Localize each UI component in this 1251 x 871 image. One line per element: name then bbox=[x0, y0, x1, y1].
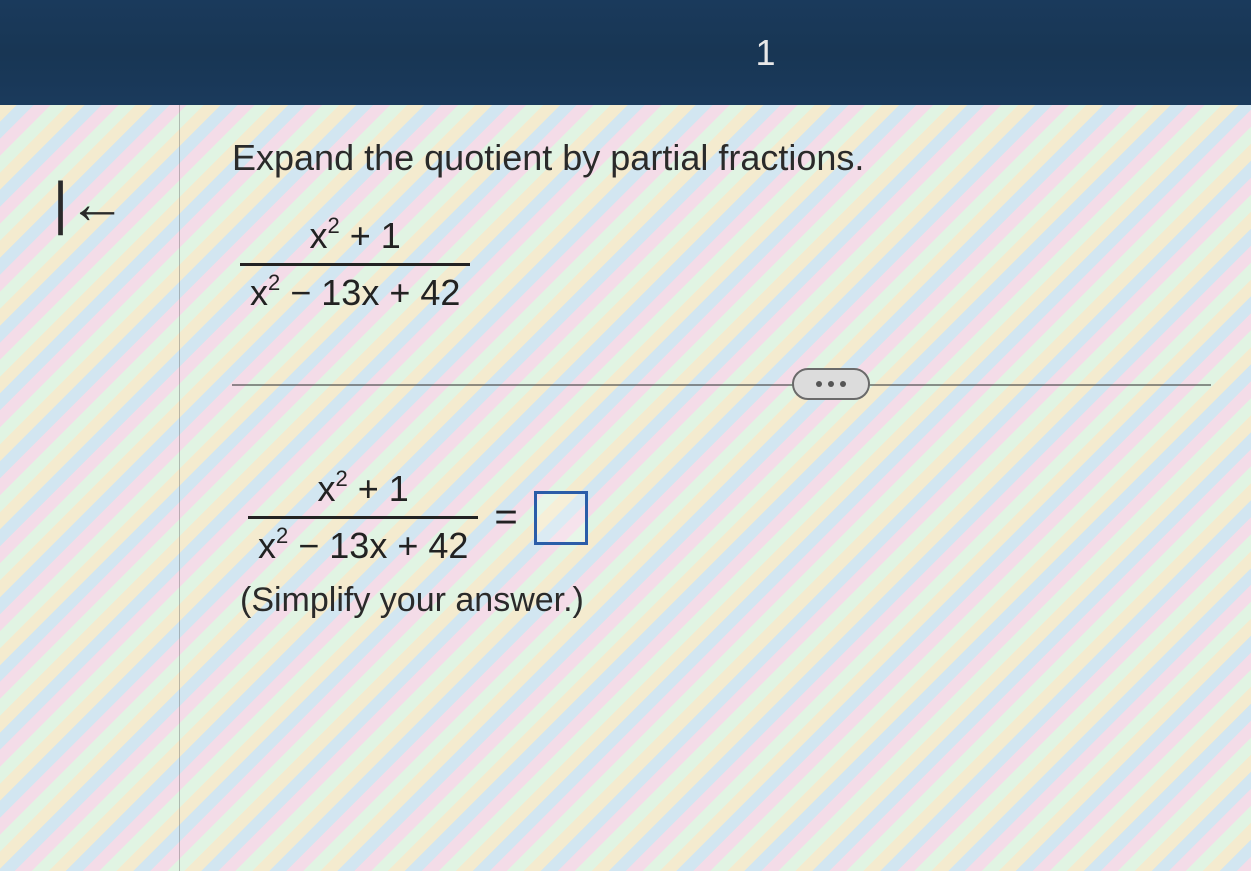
section-divider bbox=[232, 368, 1211, 402]
dot-icon bbox=[840, 381, 846, 387]
num-rest: + 1 bbox=[348, 468, 409, 509]
den-rest: − 13x + 42 bbox=[288, 525, 468, 566]
page-number: 1 bbox=[755, 32, 775, 74]
num-base: x bbox=[310, 215, 328, 256]
den-rest: − 13x + 42 bbox=[280, 272, 460, 313]
num-exp: 2 bbox=[328, 213, 340, 238]
question-prompt: Expand the quotient by partial fractions… bbox=[232, 137, 1211, 179]
den-exp: 2 bbox=[268, 270, 280, 295]
equals-sign: = bbox=[494, 495, 517, 540]
content-area: |← Expand the quotient by partial fracti… bbox=[0, 105, 1251, 871]
den-base: x bbox=[258, 525, 276, 566]
header-bar: 1 bbox=[0, 0, 1251, 105]
answer-hint: (Simplify your answer.) bbox=[240, 581, 1211, 620]
ellipsis-button[interactable] bbox=[792, 368, 870, 400]
question-denominator: x2 − 13x + 42 bbox=[240, 263, 470, 316]
dot-icon bbox=[816, 381, 822, 387]
answer-expression: x2 + 1 x2 − 13x + 42 bbox=[248, 466, 478, 569]
question-panel: Expand the quotient by partial fractions… bbox=[180, 105, 1251, 871]
answer-row: x2 + 1 x2 − 13x + 42 = bbox=[240, 466, 1211, 569]
num-base: x bbox=[318, 468, 336, 509]
answer-numerator: x2 + 1 bbox=[248, 466, 478, 516]
answer-input[interactable] bbox=[534, 491, 588, 545]
left-sidebar: |← bbox=[0, 105, 180, 871]
divider-line bbox=[232, 384, 1211, 386]
dot-icon bbox=[828, 381, 834, 387]
answer-denominator: x2 − 13x + 42 bbox=[248, 516, 478, 569]
num-rest: + 1 bbox=[340, 215, 401, 256]
collapse-icon[interactable]: |← bbox=[53, 175, 126, 233]
num-exp: 2 bbox=[336, 466, 348, 491]
den-exp: 2 bbox=[276, 523, 288, 548]
den-base: x bbox=[250, 272, 268, 313]
question-numerator: x2 + 1 bbox=[240, 213, 470, 263]
question-expression: x2 + 1 x2 − 13x + 42 bbox=[240, 213, 470, 316]
